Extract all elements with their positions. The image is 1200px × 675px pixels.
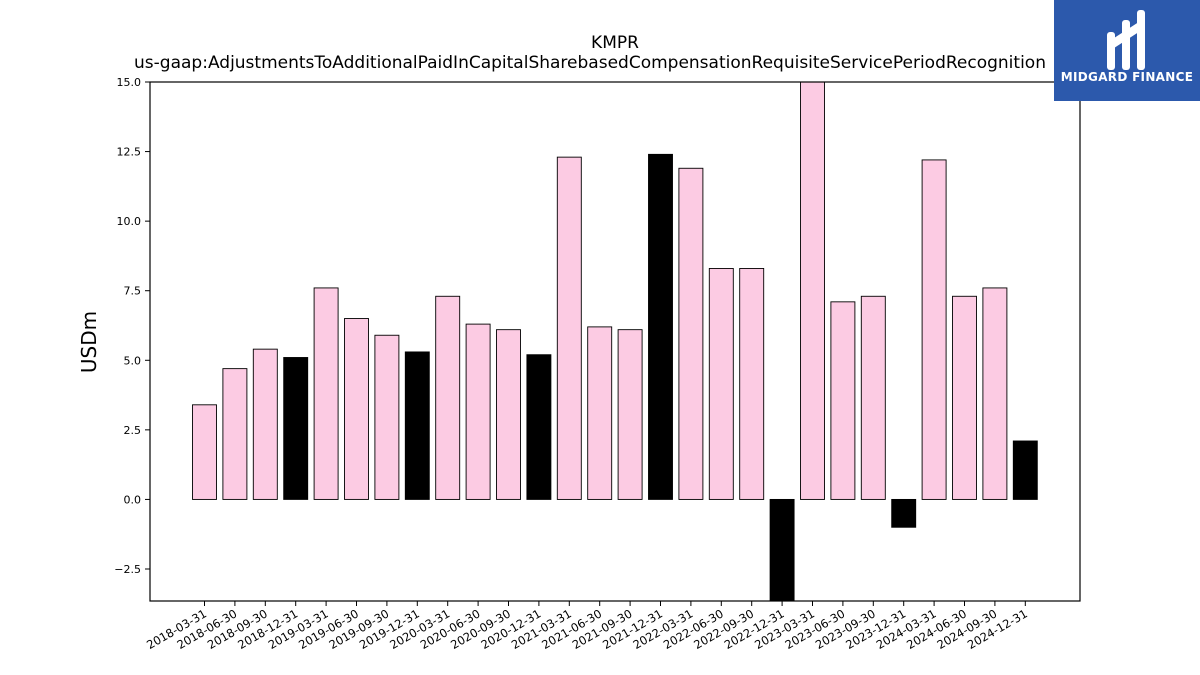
y-axis-label: USDm bbox=[77, 311, 101, 373]
bar-2020-12-31 bbox=[526, 354, 552, 500]
bar-2021-09-30 bbox=[617, 329, 643, 500]
bar-2020-03-31 bbox=[435, 295, 461, 500]
y-tick-label: 12.5 bbox=[117, 146, 142, 159]
bar-2019-12-31 bbox=[404, 351, 430, 500]
y-tick-label: 7.5 bbox=[124, 285, 142, 298]
logo-text: MIDGARD FINANCE bbox=[1061, 70, 1193, 84]
bar-2019-09-30 bbox=[374, 334, 400, 500]
bar-2018-03-31 bbox=[192, 404, 217, 500]
chart-title: KMPR bbox=[591, 33, 639, 53]
y-tick-label: 2.5 bbox=[124, 424, 142, 437]
y-tick-label: 5.0 bbox=[124, 354, 142, 367]
bar-2021-06-30 bbox=[587, 326, 613, 500]
bar-2020-06-30 bbox=[465, 323, 491, 500]
bar-2022-03-31 bbox=[678, 167, 704, 500]
bar-2023-06-30 bbox=[830, 301, 856, 500]
bar-2024-09-30 bbox=[982, 287, 1008, 500]
y-tick-label: 10.0 bbox=[117, 215, 142, 228]
bar-2024-06-30 bbox=[952, 295, 977, 500]
bar-2022-06-30 bbox=[708, 268, 734, 500]
bar-2018-06-30 bbox=[222, 368, 248, 500]
bar-2021-12-31 bbox=[648, 153, 673, 500]
y-tick-label: 0.0 bbox=[124, 493, 142, 506]
bar-2018-09-30 bbox=[252, 348, 278, 500]
bar-2018-12-31 bbox=[283, 357, 309, 500]
bar-2023-03-31 bbox=[800, 81, 825, 500]
bar-2021-03-31 bbox=[556, 156, 582, 500]
bar-2024-12-31 bbox=[1012, 440, 1038, 500]
y-ticks-group: −2.5 0.0 2.5 5.0 7.5 10.0 12.5 15.0 bbox=[114, 76, 150, 576]
y-tick-label: 15.0 bbox=[117, 76, 142, 89]
bar-2020-09-30 bbox=[496, 329, 521, 500]
x-ticks-group: 2018-03-312018-06-302018-09-302018-12-31… bbox=[144, 601, 1030, 652]
bar-2023-09-30 bbox=[860, 295, 886, 500]
midgard-finance-logo: MIDGARD FINANCE bbox=[1054, 0, 1200, 101]
bar-2019-03-31 bbox=[313, 287, 339, 500]
plot-frame bbox=[149, 81, 1081, 602]
bar-2024-03-31 bbox=[921, 159, 947, 500]
y-tick-label: −2.5 bbox=[114, 563, 141, 576]
bar-2023-12-31 bbox=[891, 498, 917, 528]
bar-2022-12-31 bbox=[769, 498, 795, 602]
bar-2022-09-30 bbox=[739, 268, 765, 500]
logo-mark-icon bbox=[1107, 10, 1145, 70]
bar-2019-06-30 bbox=[344, 318, 369, 500]
bars-group bbox=[192, 81, 1038, 602]
chart-subtitle: us-gaap:AdjustmentsToAdditionalPaidInCap… bbox=[134, 53, 1046, 73]
